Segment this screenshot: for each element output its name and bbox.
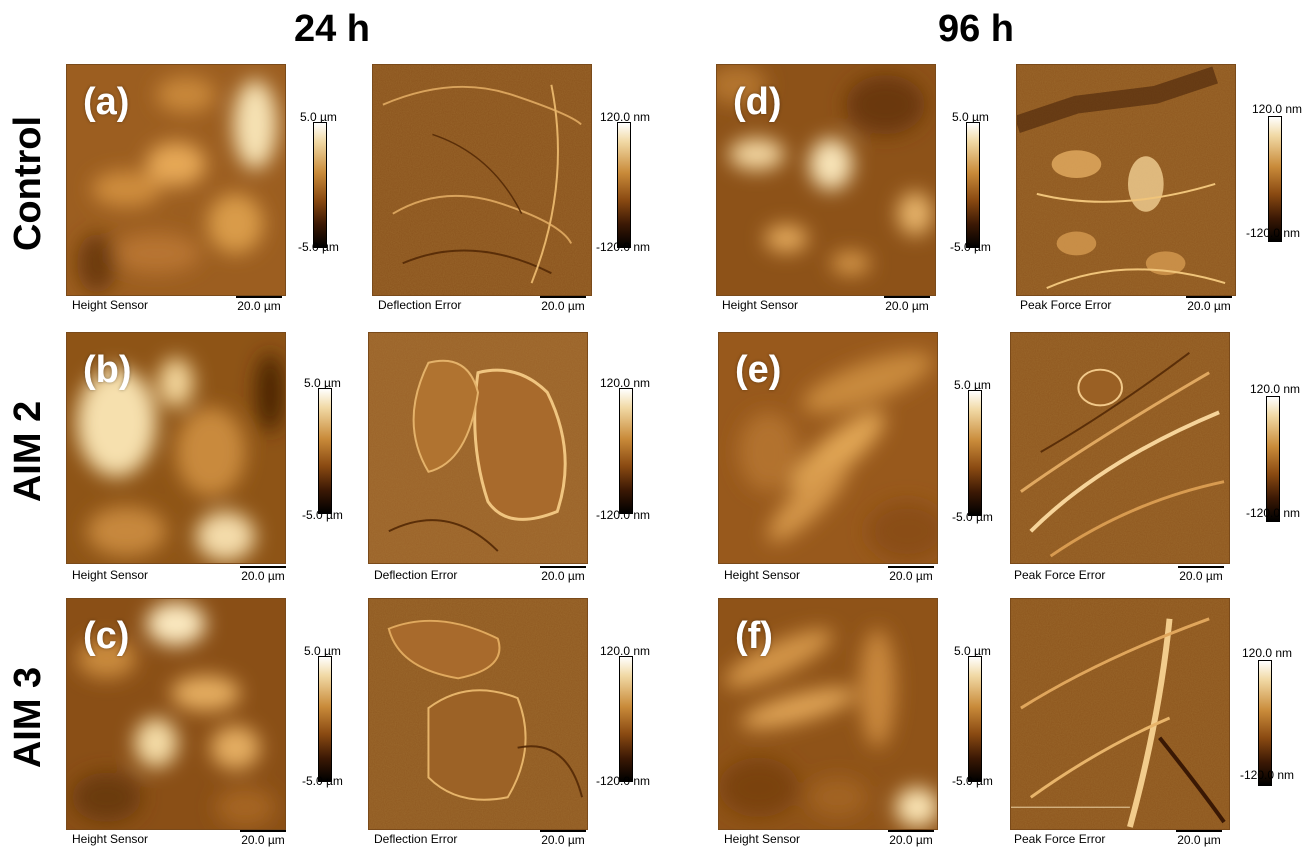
colorbar-bottom-label: -120.0 nm <box>1246 506 1301 520</box>
afm-image-a-height: (a) <box>66 64 286 296</box>
colorbar-bottom-label: -120.0 nm <box>596 508 651 522</box>
afm-image-f-height: (f) <box>718 598 938 830</box>
colorbar-top-label: 5.0 µm <box>952 110 989 124</box>
caption-height-sensor: Height Sensor <box>724 568 801 582</box>
afm-image-peakforce-aim2-96h <box>1010 332 1230 564</box>
scale-bar: 20.0 µm <box>1176 830 1222 847</box>
row-label-aim2: AIM 2 <box>7 400 50 502</box>
colorbar-bottom-label: -120.0 nm <box>1246 226 1301 240</box>
colorbar-bottom-label: -120.0 nm <box>596 774 651 788</box>
caption-deflection-error: Deflection Error <box>374 832 458 846</box>
panel-label-d: (d) <box>733 81 782 123</box>
colorbar-bottom-label: -5.0 µm <box>302 508 343 522</box>
cell-texture <box>373 65 591 295</box>
colorbar-top-label: 5.0 µm <box>304 376 341 390</box>
colorbar-top-label: 120.0 nm <box>1252 102 1303 116</box>
colorbar-top-label: 5.0 µm <box>304 644 341 658</box>
scale-bar: 20.0 µm <box>884 296 930 313</box>
error-colorbar <box>1258 660 1272 786</box>
scale-bar: 20.0 µm <box>236 296 282 313</box>
height-colorbar <box>313 122 327 248</box>
cell-texture <box>719 628 937 828</box>
panel-label-b: (b) <box>83 349 132 391</box>
panel-label-a: (a) <box>83 81 130 123</box>
colorbar-top-label: 120.0 nm <box>1250 382 1301 396</box>
cell-texture <box>71 601 276 828</box>
caption-height-sensor: Height Sensor <box>724 832 801 846</box>
cell-texture <box>369 333 587 563</box>
height-colorbar <box>968 390 982 516</box>
colorbar-top-label: 120.0 nm <box>600 644 651 658</box>
error-colorbar <box>1266 396 1280 522</box>
scale-bar: 20.0 µm <box>1178 566 1224 583</box>
scale-bar: 20.0 µm <box>888 566 934 583</box>
caption-height-sensor: Height Sensor <box>72 568 149 582</box>
caption-height-sensor: Height Sensor <box>72 298 149 312</box>
caption-peak-force-error: Peak Force Error <box>1014 832 1106 846</box>
column-title-96h: 96 h <box>937 8 1015 50</box>
height-colorbar <box>968 656 982 782</box>
panel-label-e: (e) <box>735 349 782 391</box>
afm-image-e-height: (e) <box>718 332 938 564</box>
caption-peak-force-error: Peak Force Error <box>1014 568 1106 582</box>
cell-texture <box>76 76 278 294</box>
error-colorbar <box>1268 116 1282 242</box>
row-label-aim3: AIM 3 <box>7 666 50 768</box>
panel-label-c: (c) <box>83 615 130 657</box>
cell-texture <box>1011 599 1229 829</box>
colorbar-bottom-label: -120.0 nm <box>1240 768 1295 782</box>
afm-image-peakforce-control-96h <box>1016 64 1236 296</box>
afm-image-deflection-aim2-24h <box>368 332 588 564</box>
caption-height-sensor: Height Sensor <box>72 832 149 846</box>
afm-image-b-height: (b) <box>66 332 286 564</box>
caption-deflection-error: Deflection Error <box>374 568 458 582</box>
afm-image-deflection-control-24h <box>372 64 592 296</box>
scale-bar: 20.0 µm <box>1186 296 1232 313</box>
error-colorbar <box>619 388 633 514</box>
column-title-24h: 24 h <box>293 8 371 50</box>
scale-bar: 20.0 µm <box>540 296 586 313</box>
scale-bar: 20.0 µm <box>888 830 934 847</box>
panel-label-f: (f) <box>735 615 773 657</box>
error-colorbar <box>617 122 631 248</box>
caption-peak-force-error: Peak Force Error <box>1020 298 1112 312</box>
caption-height-sensor: Height Sensor <box>722 298 799 312</box>
afm-image-peakforce-aim3-96h <box>1010 598 1230 830</box>
scale-bar: 20.0 µm <box>540 830 586 847</box>
afm-image-deflection-aim3-24h <box>368 598 588 830</box>
scale-bar: 20.0 µm <box>240 566 286 583</box>
error-colorbar <box>619 656 633 782</box>
colorbar-top-label: 120.0 nm <box>1242 646 1293 660</box>
colorbar-bottom-label: -5.0 µm <box>950 240 991 254</box>
cell-texture <box>717 65 934 276</box>
height-colorbar <box>966 122 980 248</box>
cell-texture <box>76 352 285 562</box>
cell-texture <box>1011 333 1229 563</box>
height-colorbar <box>318 656 332 782</box>
height-colorbar <box>318 388 332 514</box>
cell-texture <box>1017 65 1235 295</box>
cell-texture <box>738 352 937 562</box>
caption-deflection-error: Deflection Error <box>378 298 462 312</box>
colorbar-top-label: 5.0 µm <box>954 378 991 392</box>
colorbar-bottom-label: -5.0 µm <box>952 510 993 524</box>
colorbar-bottom-label: -5.0 µm <box>302 774 343 788</box>
colorbar-bottom-label: -5.0 µm <box>952 774 993 788</box>
colorbar-top-label: 120.0 nm <box>600 110 651 124</box>
scale-bar: 20.0 µm <box>240 830 286 847</box>
row-label-control: Control <box>7 115 50 251</box>
colorbar-top-label: 5.0 µm <box>300 110 337 124</box>
afm-image-d-height: (d) <box>716 64 936 296</box>
colorbar-top-label: 5.0 µm <box>954 644 991 658</box>
colorbar-bottom-label: -120.0 nm <box>596 240 651 254</box>
colorbar-top-label: 120.0 nm <box>600 376 651 390</box>
afm-image-c-height: (c) <box>66 598 286 830</box>
colorbar-bottom-label: -5.0 µm <box>298 240 339 254</box>
scale-bar: 20.0 µm <box>540 566 586 583</box>
cell-texture <box>369 599 587 829</box>
